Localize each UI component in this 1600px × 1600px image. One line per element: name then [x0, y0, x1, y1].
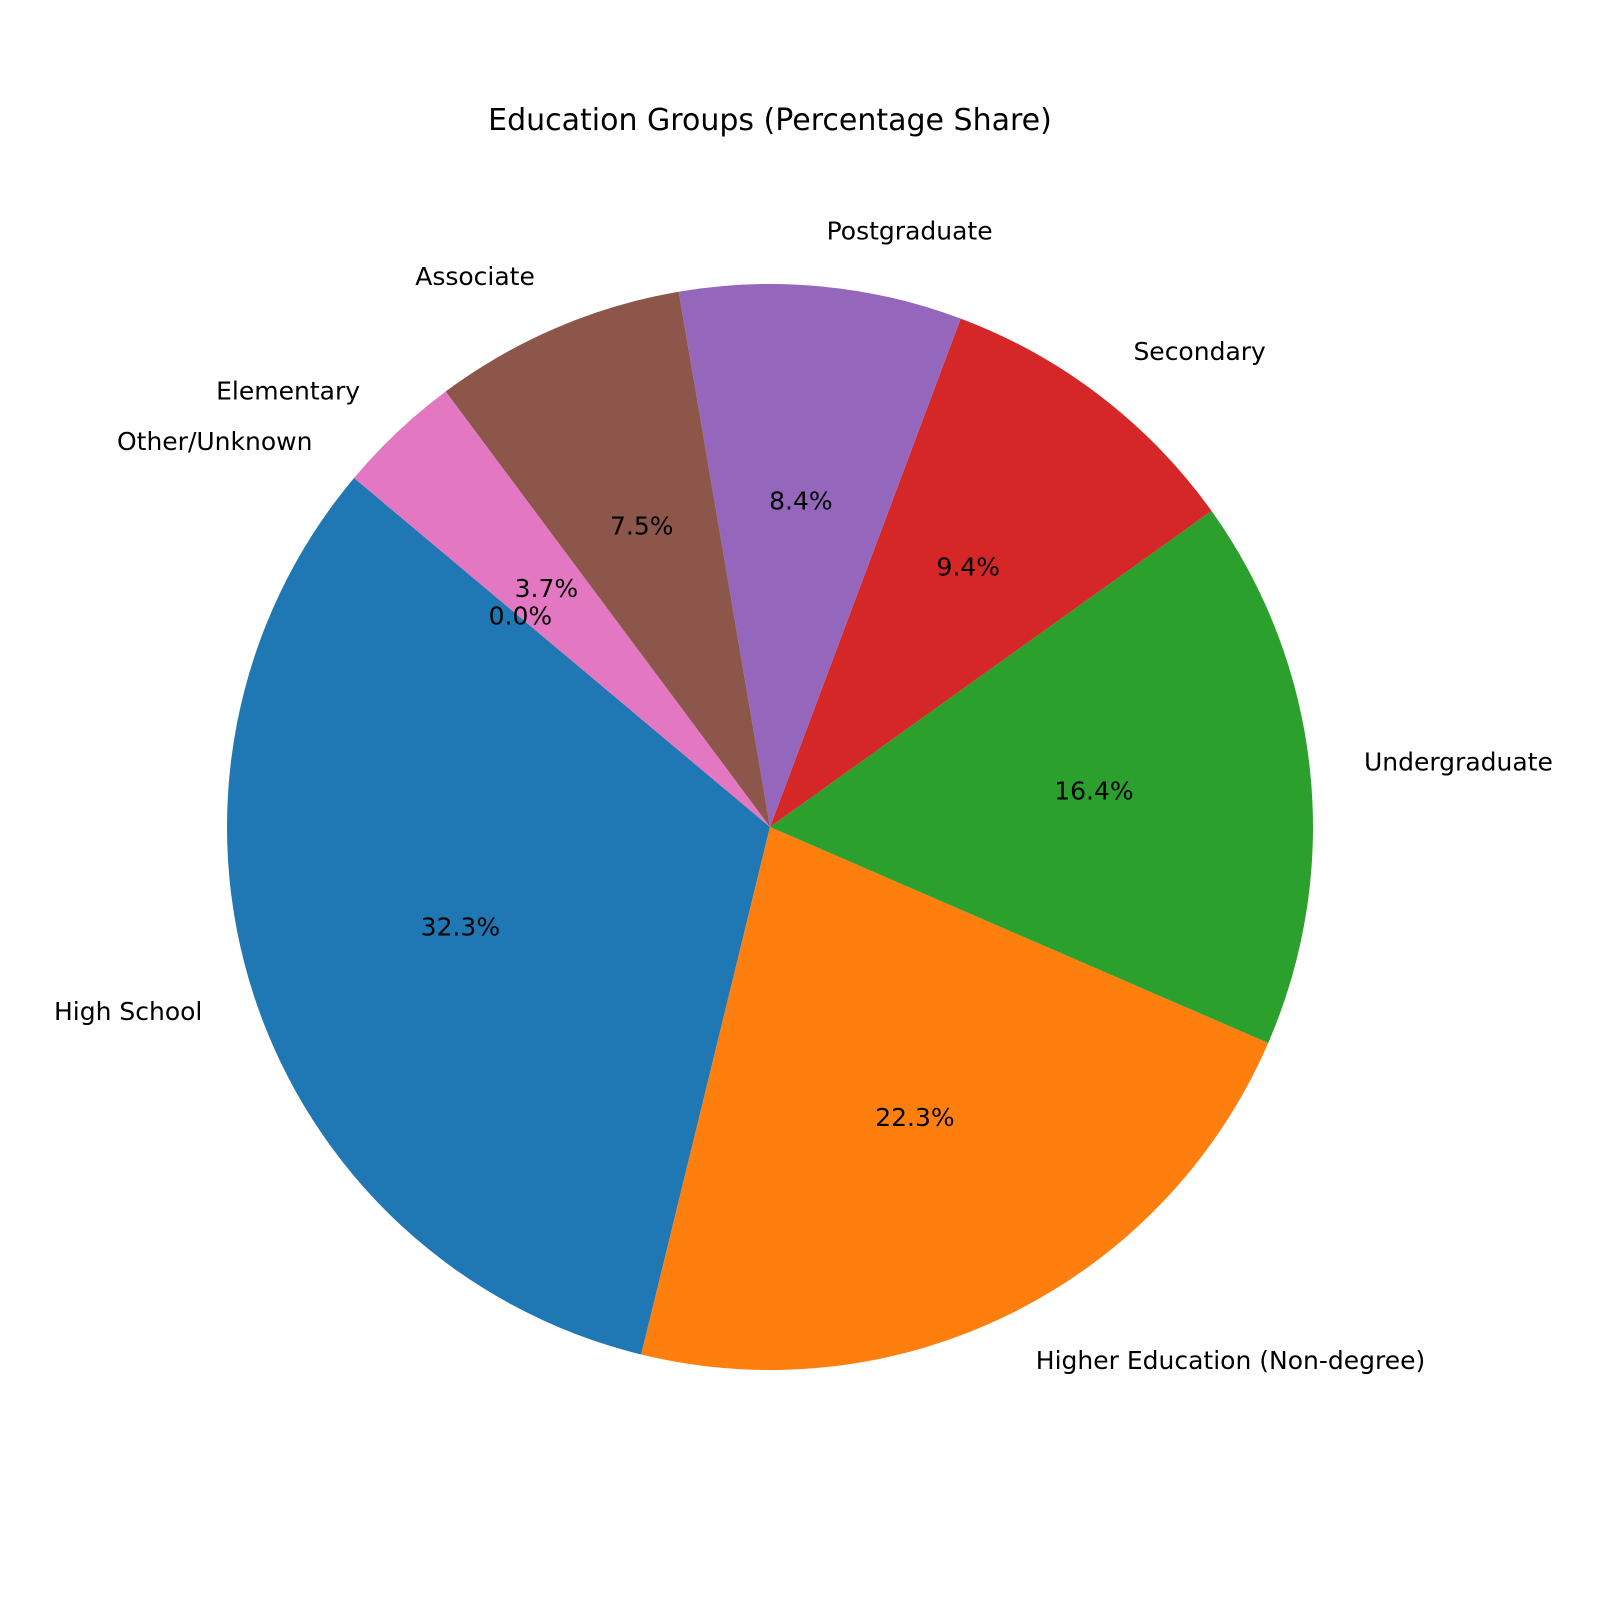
pie-slice-elementary — [354, 391, 770, 827]
pie-slice-higher-education-non-degree — [641, 827, 1269, 1370]
percent-label-undergraduate: 16.4% — [1054, 776, 1133, 805]
slice-label-other-unknown: Other/Unknown — [117, 427, 312, 456]
pie-slice-undergraduate — [770, 510, 1313, 1043]
slice-label-high-school: High School — [54, 997, 202, 1026]
chart-title: Education Groups (Percentage Share) — [488, 103, 1052, 138]
pie-slice-associate — [445, 291, 770, 828]
pie-percent-labels: 32.3% 22.3% 16.4% 9.4% 8.4% 7.5% 3.7%0.0% — [421, 487, 1134, 1132]
pie-labels: High School Higher Education (Non-degree)… — [54, 216, 1553, 1375]
percent-label-higher-education-non-degree: 22.3% — [875, 1103, 954, 1132]
slice-label-higher-education-non-degree: Higher Education (Non-degree) — [1036, 1346, 1425, 1375]
pie-slice-high-school — [227, 477, 770, 1355]
slice-label-secondary: Secondary — [1133, 337, 1266, 366]
percent-label-other-unknown: 0.0% — [489, 602, 553, 631]
pie-slice-postgraduate — [678, 284, 961, 827]
percent-label-secondary: 9.4% — [936, 552, 1000, 581]
slice-label-undergraduate: Undergraduate — [1364, 748, 1553, 777]
slice-label-elementary: Elementary — [216, 377, 360, 406]
slice-label-postgraduate: Postgraduate — [827, 216, 993, 245]
pie-slices — [227, 284, 1313, 1370]
percent-label-elementary: 3.7% — [515, 574, 579, 603]
percent-label-associate: 7.5% — [610, 512, 674, 541]
slice-label-associate: Associate — [415, 262, 535, 291]
percent-label-postgraduate: 8.4% — [769, 487, 833, 516]
pie-slice-secondary — [770, 318, 1212, 827]
percent-label-high-school: 32.3% — [421, 912, 500, 941]
